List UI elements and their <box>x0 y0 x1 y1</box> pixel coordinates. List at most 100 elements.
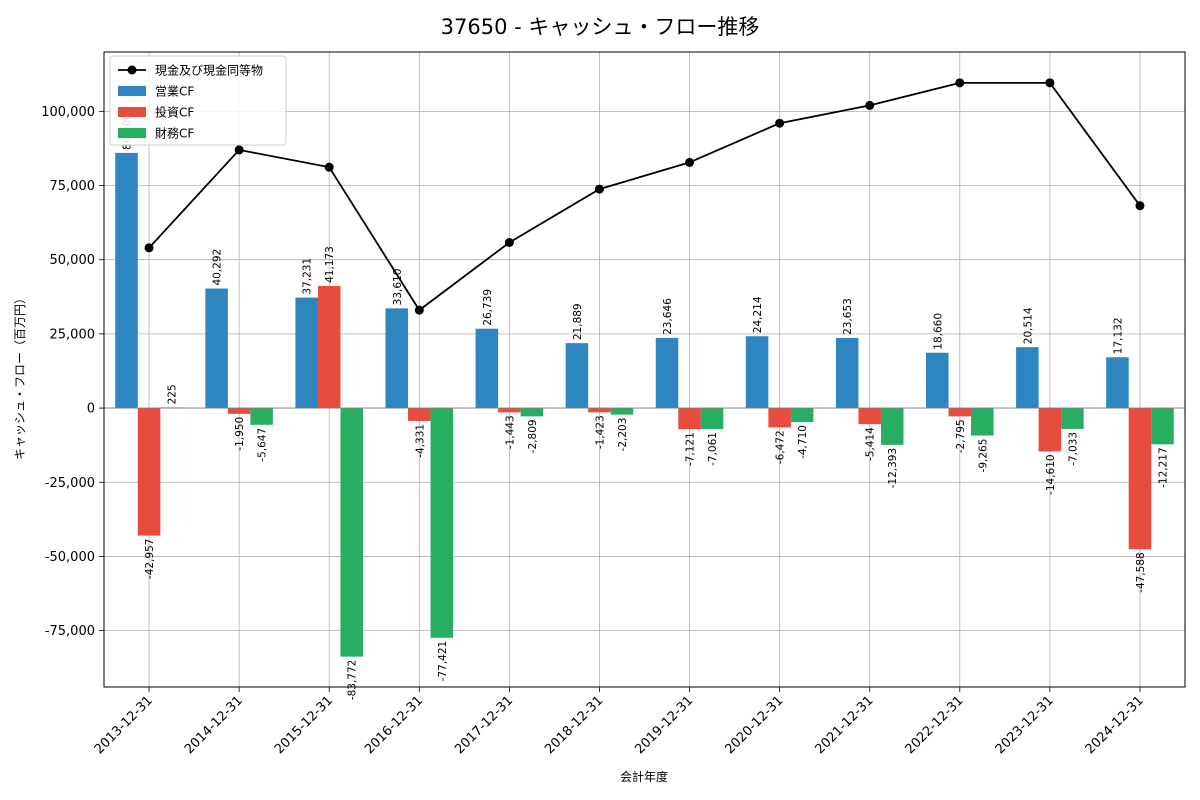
bar-投資CF <box>1128 408 1152 550</box>
data-label-財務CF: -7,033 <box>1067 432 1079 466</box>
y-tick-label: -50,000 <box>45 550 95 565</box>
x-axis-title: 会計年度 <box>620 769 668 784</box>
plot-frame <box>103 51 1186 688</box>
line-point <box>685 157 695 167</box>
bar-財務CF <box>1151 408 1174 445</box>
bar-投資CF <box>948 408 972 417</box>
legend-swatch <box>118 128 146 138</box>
chart-title: 37650 - キャッシュ・フロー推移 <box>441 15 760 39</box>
bar-営業CF <box>835 337 859 409</box>
data-label-投資CF: -7,121 <box>685 432 697 466</box>
data-label-営業CF: 23,653 <box>842 298 854 335</box>
bar-財務CF <box>790 408 814 423</box>
x-tick-label: 2021-12-31 <box>812 693 876 757</box>
data-label-営業CF: 18,660 <box>932 313 944 350</box>
data-label-投資CF: -42,957 <box>144 539 156 580</box>
bar-投資CF <box>1038 408 1062 452</box>
grid-lines <box>104 52 1185 687</box>
data-label-投資CF: -5,414 <box>865 427 877 461</box>
bar-投資CF <box>588 408 611 413</box>
data-label-投資CF: -14,610 <box>1045 454 1057 495</box>
y-axis-title: キャッシュ・フロー（百万円） <box>13 292 27 460</box>
legend-box <box>109 55 287 146</box>
bar-営業CF <box>926 352 949 409</box>
data-label-営業CF: 37,231 <box>302 258 314 295</box>
bar-営業CF <box>745 336 769 409</box>
data-label-投資CF: -1,950 <box>234 417 246 451</box>
x-tick-label: 2016-12-31 <box>362 693 426 757</box>
bar-財務CF <box>700 408 724 430</box>
data-label-財務CF: -12,217 <box>1157 447 1169 488</box>
data-label-営業CF: 26,739 <box>482 289 494 326</box>
y-tick-label: 0 <box>87 402 95 417</box>
bar-営業CF <box>115 152 138 409</box>
bar-財務CF <box>971 408 994 436</box>
y-tick-label: -25,000 <box>45 476 95 491</box>
x-tick-label: 2013-12-31 <box>92 693 156 757</box>
line-point <box>324 162 334 172</box>
data-label-投資CF: -4,331 <box>414 424 426 458</box>
line-point <box>414 305 424 315</box>
line-point <box>1045 78 1055 88</box>
line-point <box>955 78 965 88</box>
y-tick-label: 25,000 <box>50 327 96 342</box>
data-label-営業CF: 40,292 <box>212 249 224 286</box>
legend-label: 営業CF <box>155 85 194 99</box>
x-tick-label: 2020-12-31 <box>722 693 786 757</box>
legend-label: 投資CF <box>155 105 194 120</box>
data-label-財務CF: 225 <box>167 384 179 404</box>
line-series-group <box>144 78 1145 315</box>
x-tick-label: 2019-12-31 <box>632 693 696 757</box>
x-tick-label: 2018-12-31 <box>542 693 606 757</box>
y-tick-label: 50,000 <box>50 253 96 268</box>
legend-label: 現金及び現金同等物 <box>155 63 263 78</box>
data-label-投資CF: -6,472 <box>775 430 787 464</box>
bar-財務CF <box>250 408 273 425</box>
data-label-財務CF: -4,710 <box>797 425 809 459</box>
line-point <box>594 184 604 194</box>
bar-財務CF <box>520 408 544 417</box>
data-label-投資CF: -1,423 <box>594 415 606 449</box>
legend-label: 財務CF <box>155 126 194 141</box>
y-tick-label: 100,000 <box>41 105 95 120</box>
bar-財務CF <box>340 408 363 657</box>
bar-営業CF <box>655 337 679 409</box>
data-label-財務CF: -12,393 <box>887 448 899 489</box>
data-label-投資CF: -47,588 <box>1135 552 1147 593</box>
data-label-営業CF: 24,214 <box>752 296 764 333</box>
data-label-営業CF: 33,610 <box>392 269 404 306</box>
line-現金及び現金同等物 <box>148 81 1141 312</box>
data-label-営業CF: 23,646 <box>662 298 674 335</box>
data-label-財務CF: -2,203 <box>617 418 629 452</box>
bar-財務CF <box>880 408 904 445</box>
data-label-財務CF: -83,772 <box>347 660 359 701</box>
data-label-財務CF: -2,809 <box>527 419 539 453</box>
x-tick-label: 2014-12-31 <box>182 693 246 757</box>
bar-財務CF <box>1061 408 1084 429</box>
data-label-投資CF: -2,795 <box>955 419 967 453</box>
line-point <box>1135 201 1145 211</box>
data-labels-group: 86,00040,29237,23133,61026,73921,88923,6… <box>122 113 1170 700</box>
bar-営業CF <box>385 308 409 409</box>
y-tick-label: 75,000 <box>50 179 96 194</box>
line-point <box>504 238 514 247</box>
bar-投資CF <box>227 408 251 414</box>
data-label-投資CF: -1,443 <box>504 415 516 449</box>
legend-swatch <box>118 86 146 96</box>
bar-財務CF <box>430 408 454 638</box>
bar-投資CF <box>678 408 701 430</box>
x-tick-label: 2023-12-31 <box>993 693 1057 757</box>
bar-投資CF <box>768 408 791 428</box>
x-tick-label: 2022-12-31 <box>903 693 967 757</box>
bar-投資CF <box>408 408 431 421</box>
y-tick-label: -75,000 <box>45 624 95 639</box>
line-point <box>144 243 154 253</box>
bar-営業CF <box>1106 357 1129 409</box>
legend-marker <box>127 65 137 75</box>
x-tick-label: 2015-12-31 <box>272 693 336 757</box>
data-label-営業CF: 20,514 <box>1022 307 1034 344</box>
data-label-財務CF: -9,265 <box>977 439 989 473</box>
data-label-営業CF: 21,889 <box>572 303 584 340</box>
